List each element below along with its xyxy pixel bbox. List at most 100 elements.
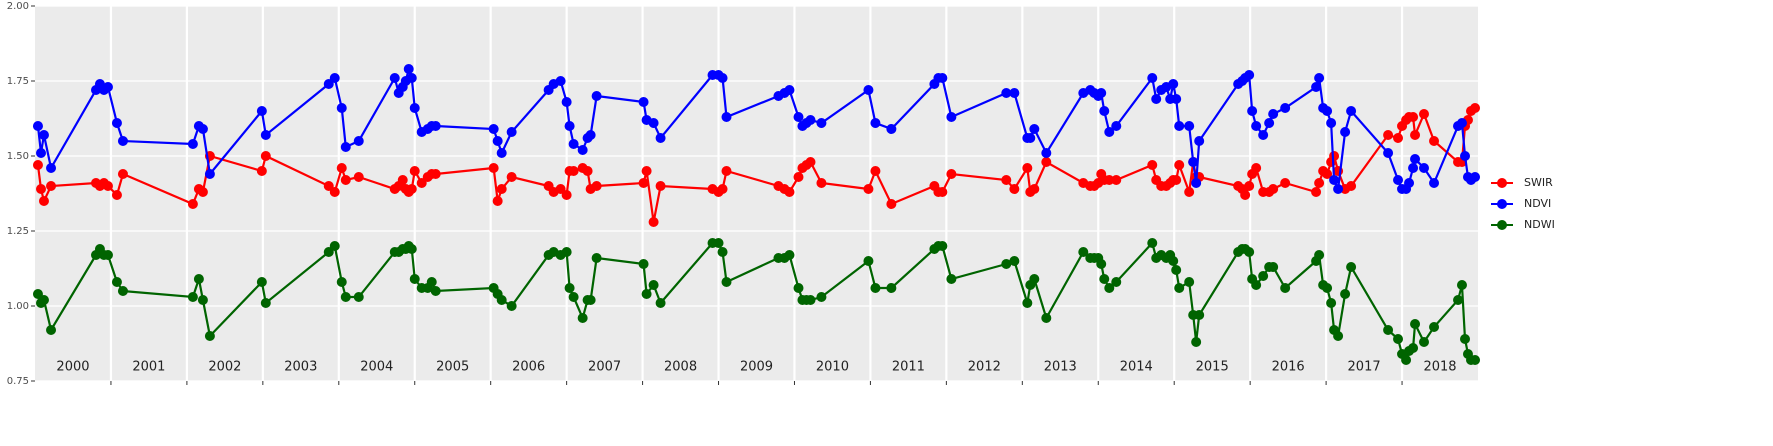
point xyxy=(1429,136,1440,146)
point xyxy=(1383,148,1394,158)
point xyxy=(585,295,596,305)
point xyxy=(805,295,816,305)
point xyxy=(655,133,666,143)
point xyxy=(561,97,572,107)
point xyxy=(717,184,728,194)
point xyxy=(577,145,588,155)
point xyxy=(46,181,57,191)
legend-key xyxy=(1497,199,1507,209)
point xyxy=(340,175,351,185)
point xyxy=(784,250,795,260)
point xyxy=(1408,343,1419,353)
point xyxy=(1258,271,1269,281)
point xyxy=(1333,184,1344,194)
point xyxy=(340,292,351,302)
point xyxy=(713,238,724,248)
point xyxy=(1419,337,1430,347)
point xyxy=(721,277,732,287)
point xyxy=(1453,295,1464,305)
point xyxy=(1346,106,1357,116)
point xyxy=(1410,319,1421,329)
point xyxy=(1322,169,1333,179)
point xyxy=(496,184,507,194)
point xyxy=(1251,121,1262,131)
point xyxy=(1022,298,1033,308)
point xyxy=(1111,121,1122,131)
point xyxy=(409,103,420,113)
point xyxy=(1029,184,1040,194)
point xyxy=(496,148,507,158)
point xyxy=(35,148,46,158)
point xyxy=(1194,136,1205,146)
point xyxy=(340,142,351,152)
point xyxy=(1244,247,1255,257)
point xyxy=(506,301,517,311)
point xyxy=(1001,88,1012,98)
point xyxy=(561,190,572,200)
point xyxy=(591,253,602,263)
year-label: 2015 xyxy=(1196,360,1229,375)
point xyxy=(260,130,271,140)
point xyxy=(256,106,267,116)
point xyxy=(638,178,649,188)
point xyxy=(1251,280,1262,290)
point xyxy=(353,136,364,146)
point xyxy=(187,292,198,302)
point xyxy=(655,298,666,308)
point xyxy=(805,115,816,125)
point xyxy=(1429,178,1440,188)
point xyxy=(721,112,732,122)
point xyxy=(1251,163,1262,173)
point xyxy=(329,187,340,197)
year-label: 2001 xyxy=(132,360,165,375)
point xyxy=(32,121,43,131)
point xyxy=(721,166,732,176)
point xyxy=(1001,259,1012,269)
point xyxy=(496,295,507,305)
point xyxy=(1111,277,1122,287)
point xyxy=(1410,154,1421,164)
point xyxy=(1393,133,1404,143)
point xyxy=(1470,172,1481,182)
point xyxy=(1393,175,1404,185)
point xyxy=(1410,130,1421,140)
point xyxy=(1022,163,1033,173)
year-label: 2007 xyxy=(588,360,621,375)
point xyxy=(38,295,49,305)
point xyxy=(863,184,874,194)
point xyxy=(111,190,122,200)
point xyxy=(886,199,897,209)
point xyxy=(336,103,347,113)
point xyxy=(1240,190,1251,200)
point xyxy=(1168,256,1179,266)
point xyxy=(568,292,579,302)
y-tick-label: 1.75 xyxy=(7,76,29,87)
point xyxy=(1191,178,1202,188)
point xyxy=(1258,130,1269,140)
point xyxy=(506,172,517,182)
point xyxy=(641,289,652,299)
point xyxy=(409,166,420,176)
point xyxy=(1340,289,1351,299)
point xyxy=(488,163,499,173)
y-tick-label: 1.50 xyxy=(7,151,29,162)
point xyxy=(111,118,122,128)
point xyxy=(1099,274,1110,284)
point xyxy=(1393,334,1404,344)
point xyxy=(1322,283,1333,293)
point xyxy=(1326,298,1337,308)
point xyxy=(946,169,957,179)
point xyxy=(1078,247,1089,257)
point xyxy=(641,166,652,176)
point xyxy=(204,331,215,341)
point xyxy=(1244,181,1255,191)
point xyxy=(1408,163,1419,173)
point xyxy=(1174,121,1185,131)
point xyxy=(117,286,128,296)
point xyxy=(1456,280,1467,290)
point xyxy=(805,157,816,167)
point xyxy=(793,172,804,182)
point xyxy=(564,121,575,131)
point xyxy=(568,166,579,176)
point xyxy=(886,124,897,134)
